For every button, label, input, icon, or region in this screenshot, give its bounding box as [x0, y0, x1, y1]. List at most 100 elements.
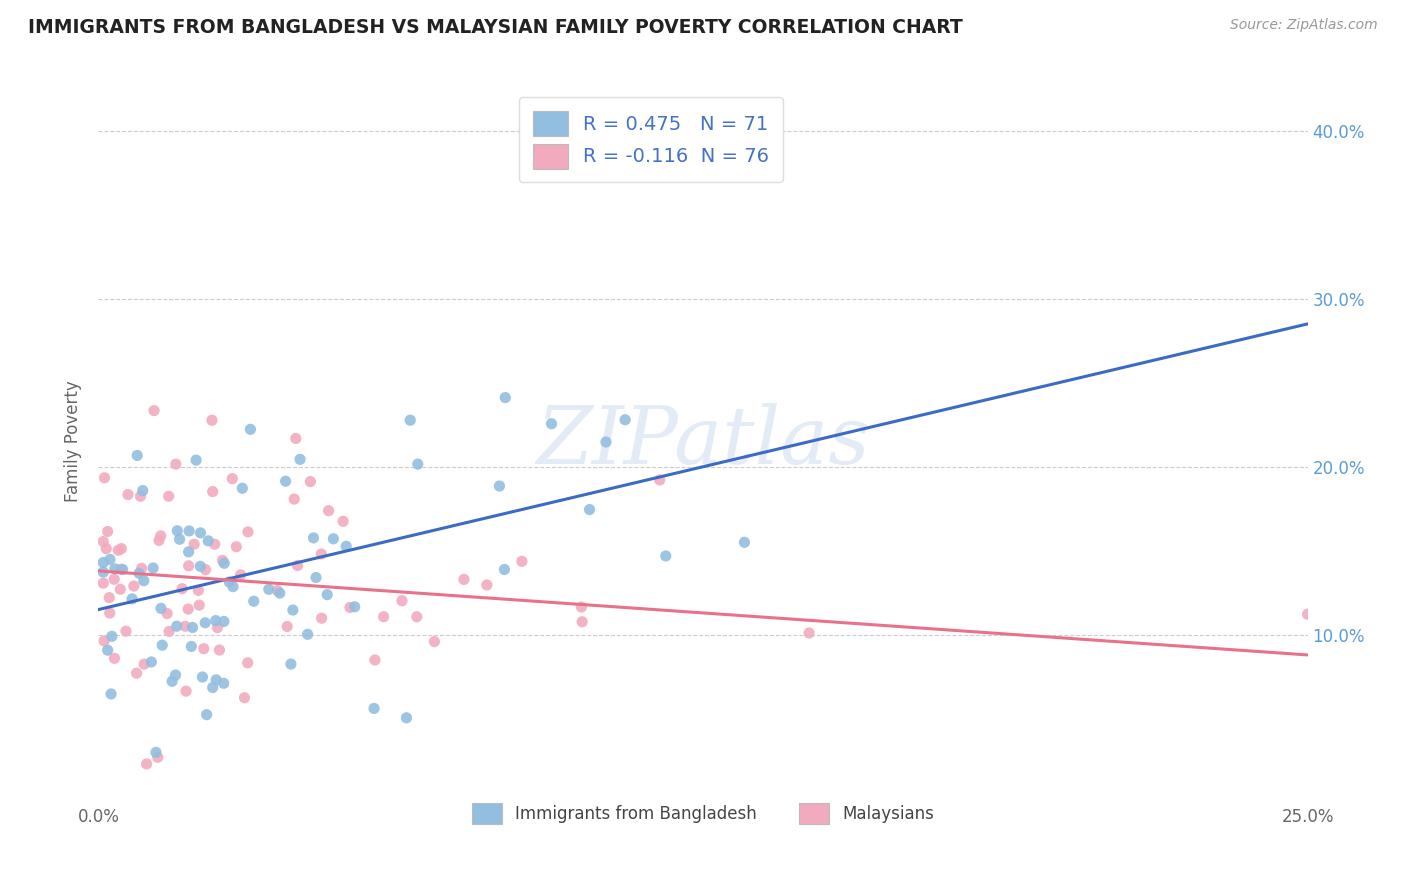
- Point: [208, 643, 231, 657]
- Point: [363, 701, 385, 715]
- Point: [97, 643, 120, 657]
- Point: [97, 524, 120, 539]
- Point: [204, 537, 226, 551]
- Point: [125, 666, 148, 681]
- Point: [194, 615, 217, 630]
- Point: [177, 558, 200, 573]
- Point: [184, 453, 207, 467]
- Point: [149, 529, 172, 543]
- Point: [188, 559, 211, 574]
- Point: [169, 533, 191, 547]
- Point: [143, 403, 166, 417]
- Point: [211, 553, 233, 567]
- Point: [373, 609, 395, 624]
- Point: [288, 452, 311, 467]
- Point: [174, 684, 197, 698]
- Point: [218, 574, 240, 589]
- Point: [269, 586, 291, 600]
- Point: [150, 638, 173, 652]
- Point: [110, 562, 132, 576]
- Point: [121, 591, 143, 606]
- Point: [266, 583, 288, 598]
- Point: [239, 422, 262, 436]
- Point: [222, 580, 245, 594]
- Point: [100, 687, 122, 701]
- Point: [212, 676, 235, 690]
- Point: [91, 556, 114, 570]
- Point: [156, 607, 179, 621]
- Point: [339, 600, 361, 615]
- Point: [236, 656, 259, 670]
- Point: [177, 602, 200, 616]
- Point: [103, 572, 125, 586]
- Point: [284, 432, 307, 446]
- Point: [157, 624, 180, 639]
- Point: [276, 619, 298, 633]
- Point: [110, 541, 132, 556]
- Point: [311, 547, 333, 561]
- Point: [797, 626, 820, 640]
- Point: [212, 615, 235, 629]
- Point: [305, 570, 328, 584]
- Point: [193, 641, 215, 656]
- Point: [195, 707, 218, 722]
- Point: [205, 673, 228, 687]
- Point: [165, 668, 187, 682]
- Point: [157, 489, 180, 503]
- Point: [201, 681, 224, 695]
- Point: [132, 574, 155, 588]
- Point: [107, 543, 129, 558]
- Point: [299, 475, 322, 489]
- Point: [98, 606, 121, 620]
- Point: [134, 657, 156, 672]
- Point: [287, 558, 309, 573]
- Point: [280, 657, 302, 671]
- Point: [122, 579, 145, 593]
- Point: [281, 603, 304, 617]
- Point: [132, 483, 155, 498]
- Point: [98, 552, 121, 566]
- Point: [179, 524, 201, 538]
- Point: [405, 609, 427, 624]
- Point: [233, 690, 256, 705]
- Point: [494, 562, 516, 576]
- Point: [212, 556, 235, 570]
- Point: [115, 624, 138, 639]
- Point: [201, 413, 224, 427]
- Point: [165, 457, 187, 471]
- Y-axis label: Family Poverty: Family Poverty: [65, 381, 83, 502]
- Point: [166, 619, 188, 633]
- Point: [188, 598, 211, 612]
- Point: [91, 576, 114, 591]
- Point: [614, 413, 637, 427]
- Point: [274, 474, 297, 488]
- Point: [595, 435, 617, 450]
- Point: [395, 711, 418, 725]
- Point: [181, 620, 204, 634]
- Point: [128, 566, 150, 581]
- Legend: Immigrants from Bangladesh, Malaysians: Immigrants from Bangladesh, Malaysians: [458, 789, 948, 838]
- Point: [142, 561, 165, 575]
- Point: [391, 593, 413, 607]
- Point: [302, 531, 325, 545]
- Point: [98, 591, 121, 605]
- Point: [172, 582, 194, 596]
- Point: [93, 471, 115, 485]
- Point: [540, 417, 562, 431]
- Point: [131, 561, 153, 575]
- Point: [177, 545, 200, 559]
- Point: [316, 588, 339, 602]
- Point: [117, 487, 139, 501]
- Point: [335, 539, 357, 553]
- Point: [104, 562, 127, 576]
- Point: [242, 594, 264, 608]
- Point: [183, 537, 205, 551]
- Point: [510, 554, 533, 568]
- Point: [571, 599, 593, 614]
- Point: [343, 599, 366, 614]
- Point: [141, 655, 163, 669]
- Point: [364, 653, 387, 667]
- Point: [93, 634, 115, 648]
- Point: [149, 601, 172, 615]
- Point: [322, 532, 344, 546]
